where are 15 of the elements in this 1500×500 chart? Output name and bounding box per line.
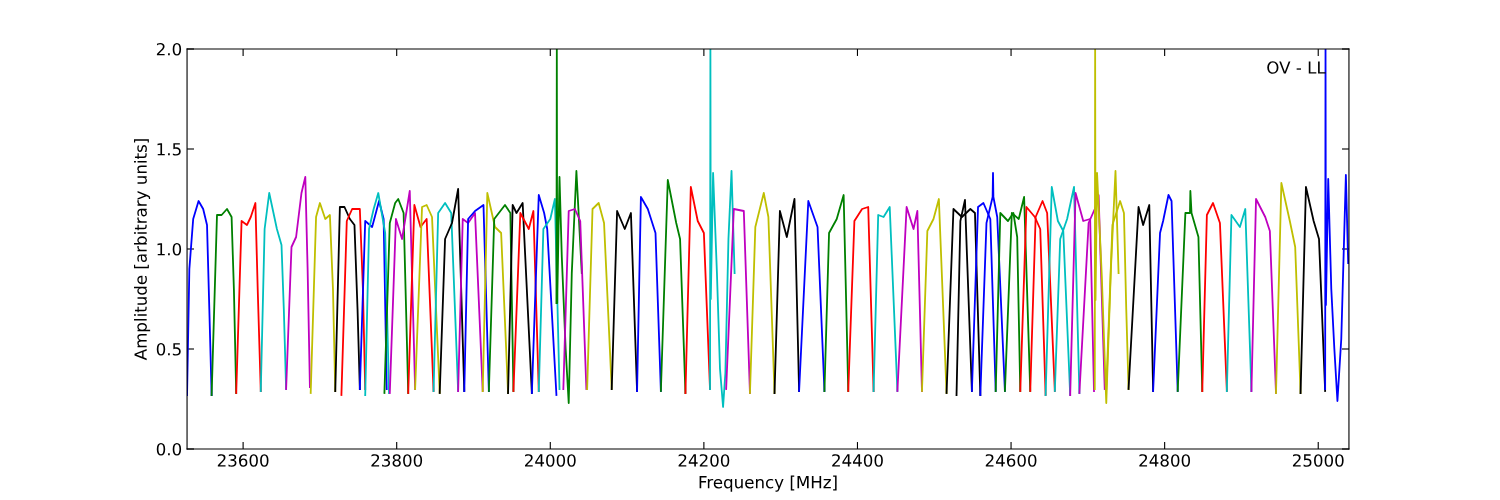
x-tick-label: 24600: [985, 454, 1037, 467]
y-tick-label: 1.0: [157, 242, 182, 256]
x-axis-title: Frequency [MHz]: [699, 475, 837, 492]
x-tick-label: 23800: [371, 454, 423, 467]
y-axis-title: Amplitude [arbitrary units]: [134, 139, 151, 361]
x-tick-label: 24200: [678, 454, 730, 467]
y-tick-label: 0.5: [156, 342, 181, 356]
y-tick-label: 0.0: [156, 442, 182, 456]
x-tick-label: 23600: [217, 454, 269, 467]
x-tick-label: 24400: [832, 454, 883, 467]
x-tick-label: 24800: [1139, 454, 1191, 467]
x-tick-label: 25000: [1292, 454, 1344, 467]
y-tick-label: 2.0: [156, 42, 182, 56]
x-tick-label: 24000: [525, 454, 576, 467]
y-tick-label: 1.5: [157, 143, 181, 156]
